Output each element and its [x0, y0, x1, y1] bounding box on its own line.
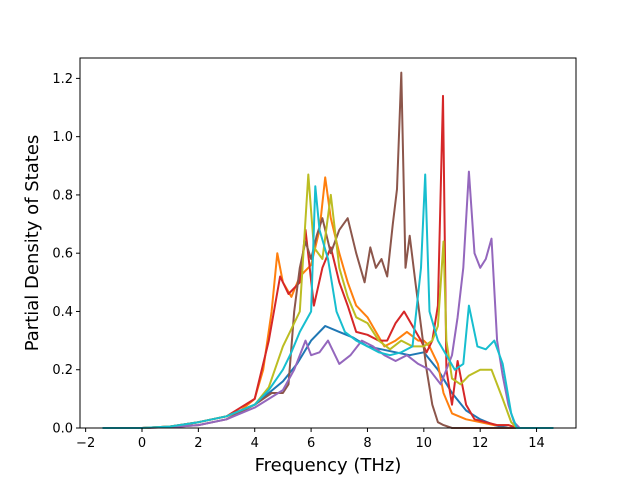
plot-frame — [79, 57, 577, 429]
y-tick-label: 1.2 — [52, 72, 73, 87]
y-tick-label: 0.2 — [52, 363, 73, 378]
x-tick-label: 4 — [251, 436, 259, 451]
y-tick-label: 0.0 — [52, 422, 73, 437]
y-tick-label: 0.8 — [52, 188, 73, 203]
x-tick-label: 2 — [194, 436, 202, 451]
y-axis-label: Partial Density of States — [22, 135, 43, 352]
x-axis-ticks: −2 0 2 4 6 8 10 12 14 — [76, 428, 545, 451]
x-tick-label: 0 — [138, 436, 146, 451]
x-tick-label: 14 — [528, 436, 545, 451]
series-layer — [102, 71, 554, 429]
series-line-6 — [102, 173, 554, 429]
y-tick-label: 1.0 — [52, 130, 73, 145]
x-axis-label: Frequency (THz) — [255, 455, 402, 476]
series-line-4 — [102, 71, 554, 429]
y-tick-label: 0.4 — [52, 305, 73, 320]
y-axis-ticks: 0.0 0.2 0.4 0.6 0.8 1.0 1.2 — [52, 72, 80, 437]
x-tick-label: 8 — [363, 436, 371, 451]
series-line-7 — [102, 173, 554, 429]
x-tick-label: 6 — [307, 436, 315, 451]
x-tick-label: 10 — [416, 436, 433, 451]
x-tick-label: −2 — [76, 436, 95, 451]
y-tick-label: 0.6 — [52, 247, 73, 262]
series-line-3 — [102, 94, 554, 429]
x-tick-label: 12 — [472, 436, 489, 451]
series-line-5 — [102, 170, 554, 429]
